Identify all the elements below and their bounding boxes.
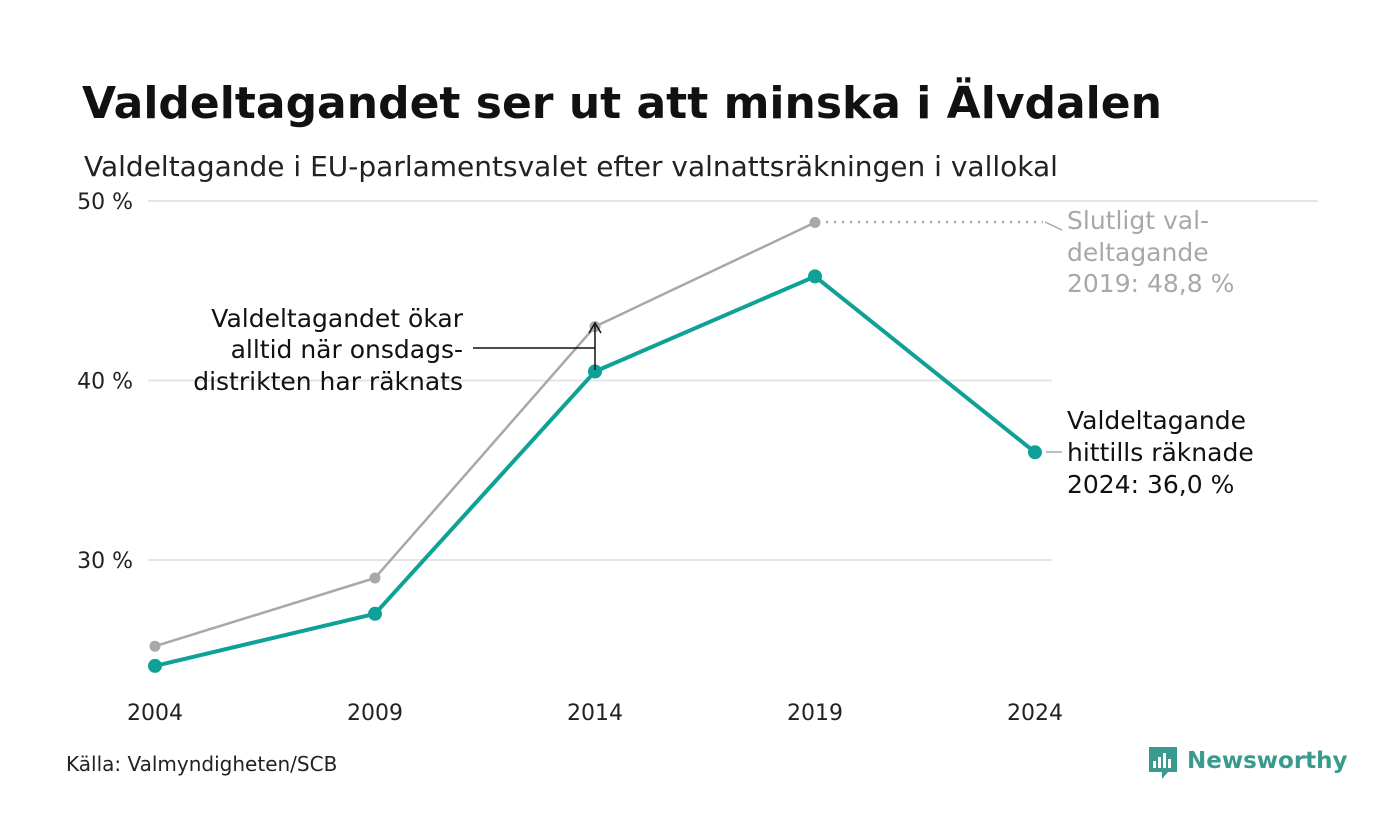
annotation-current-2024: Valdeltagande hittills räknade 2024: 36,… xyxy=(1046,406,1254,499)
y-tick-label: 30 % xyxy=(77,549,133,574)
x-tick-label: 2009 xyxy=(347,701,403,726)
series-election_night xyxy=(148,269,1042,673)
grid-lines xyxy=(148,200,1318,561)
annotation-final-2019-connector xyxy=(1044,221,1063,231)
chart-subtitle: Valdeltagande i EU-parlamentsvalet efter… xyxy=(84,150,1058,183)
y-tick-label: 50 % xyxy=(77,190,133,215)
x-tick-label: 2019 xyxy=(787,701,843,726)
y-axis-ticks: 30 % 40 % 50 % xyxy=(77,190,133,574)
data-point-election_night xyxy=(368,606,382,621)
data-point-election_night xyxy=(808,269,822,284)
data-point-final xyxy=(149,640,161,652)
data-point-final xyxy=(809,217,821,228)
series-line-final xyxy=(154,221,816,648)
annotation-final-2019-line-3: 2019: 48,8 % xyxy=(1067,269,1234,298)
data-point-election_night xyxy=(148,658,162,673)
annotation-current-2024-line-3: 2024: 36,0 % xyxy=(1067,470,1234,499)
brand-logo: Newsworthy xyxy=(1149,747,1348,779)
annotation-wednesday-line-3: distrikten har räknats xyxy=(193,367,463,396)
annotation-wednesday-arrow-head xyxy=(588,321,602,334)
annotation-final-2019-line-1: Slutligt val- xyxy=(1067,206,1209,235)
data-point-election_night xyxy=(588,364,602,379)
chart-title: Valdeltagandet ser ut att minska i Älvda… xyxy=(82,76,1162,129)
annotation-current-2024-line-2: hittills räknade xyxy=(1067,438,1254,467)
brand-name: Newsworthy xyxy=(1187,748,1348,774)
newsworthy-logo-icon xyxy=(1149,747,1177,779)
data-point-final xyxy=(369,572,381,584)
x-axis-ticks: 2004 2009 2014 2019 2024 xyxy=(127,701,1063,726)
annotation-wednesday-line-2: alltid när onsdags- xyxy=(231,335,463,364)
x-tick-label: 2004 xyxy=(127,701,183,726)
series-group xyxy=(148,217,1042,673)
annotation-wednesday: Valdeltagandet ökar alltid när onsdags- … xyxy=(193,304,602,396)
data-point-election_night xyxy=(1028,445,1042,460)
y-tick-label: 40 % xyxy=(77,370,133,395)
annotation-wednesday-line-1: Valdeltagandet ökar xyxy=(211,304,463,333)
annotation-current-2024-line-1: Valdeltagande xyxy=(1067,406,1246,435)
x-tick-label: 2014 xyxy=(567,701,623,726)
x-tick-label: 2024 xyxy=(1007,701,1063,726)
annotation-final-2019-line-2: deltagande xyxy=(1067,238,1209,267)
source-note: Källa: Valmyndigheten/SCB xyxy=(66,752,337,776)
series-final xyxy=(149,217,821,652)
annotation-final-2019: Slutligt val- deltagande 2019: 48,8 % xyxy=(826,206,1234,298)
